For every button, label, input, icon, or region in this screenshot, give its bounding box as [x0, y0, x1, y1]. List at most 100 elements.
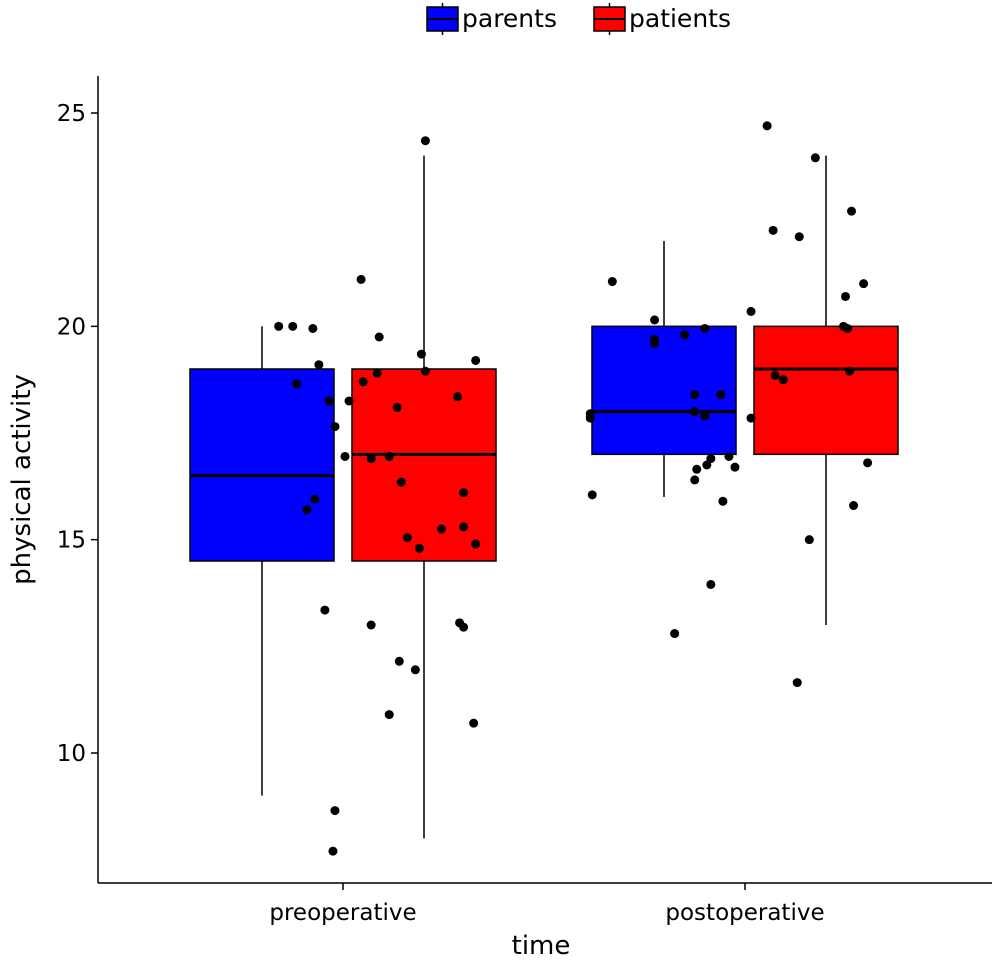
- y-tick-label: 25: [57, 101, 86, 127]
- data-point: [746, 306, 756, 316]
- data-point: [650, 315, 660, 325]
- data-point: [762, 121, 772, 131]
- data-point: [680, 330, 690, 340]
- data-point: [670, 629, 680, 639]
- box-parents-postoperative: [591, 241, 737, 497]
- axes: 10 15 20 25 preoperative postoperative: [57, 76, 992, 926]
- data-point: [308, 323, 318, 333]
- legend-label: parents: [462, 4, 557, 33]
- data-point: [847, 206, 857, 216]
- data-point: [459, 522, 469, 532]
- data-point: [700, 323, 710, 333]
- data-point: [690, 390, 700, 400]
- data-point: [471, 539, 481, 549]
- data-point: [770, 370, 780, 380]
- box-iqr: [591, 325, 737, 456]
- data-point: [358, 377, 368, 387]
- box-patients-preoperative: [351, 155, 497, 839]
- data-point: [384, 451, 394, 461]
- data-point: [374, 332, 384, 342]
- data-point: [845, 366, 855, 376]
- data-point: [778, 375, 788, 385]
- data-point: [804, 535, 814, 545]
- legend-label: patients: [629, 4, 731, 33]
- x-tick-label: postoperative: [665, 900, 824, 926]
- data-point: [314, 360, 324, 370]
- data-point: [340, 451, 350, 461]
- y-tick-label: 10: [57, 741, 86, 767]
- data-point: [692, 464, 702, 474]
- data-point: [706, 579, 716, 589]
- data-point: [288, 321, 298, 331]
- data-point: [330, 806, 340, 816]
- box-iqr: [753, 325, 899, 456]
- data-point: [320, 605, 330, 615]
- data-point: [366, 454, 376, 464]
- data-point: [392, 402, 402, 412]
- box-patients-postoperative: [753, 155, 899, 625]
- data-point: [690, 475, 700, 485]
- data-point: [718, 496, 728, 506]
- data-point: [394, 656, 404, 666]
- data-point: [650, 338, 660, 348]
- data-point: [746, 413, 756, 423]
- data-point: [843, 323, 853, 333]
- box-iqr: [189, 368, 335, 562]
- legend-item-patients: patients: [593, 3, 731, 35]
- data-point: [585, 413, 595, 423]
- data-point: [459, 488, 469, 498]
- data-point: [690, 407, 700, 417]
- legend: parents patients: [426, 3, 731, 35]
- data-point: [453, 392, 463, 402]
- data-point: [372, 368, 382, 378]
- data-point: [810, 153, 820, 163]
- data-point: [416, 349, 426, 359]
- data-point: [344, 396, 354, 406]
- y-tick-label: 20: [57, 314, 86, 340]
- data-point: [356, 274, 366, 284]
- data-point: [792, 678, 802, 688]
- y-axis-title: physical activity: [7, 374, 37, 585]
- data-point: [328, 846, 338, 856]
- data-point: [410, 665, 420, 675]
- y-tick-label: 15: [57, 528, 86, 554]
- data-point: [471, 355, 481, 365]
- data-point: [706, 454, 716, 464]
- data-point: [420, 136, 430, 146]
- data-point: [420, 366, 430, 376]
- x-tick-label: preoperative: [269, 900, 416, 926]
- data-point: [310, 494, 320, 504]
- data-point: [274, 321, 284, 331]
- data-point: [716, 390, 726, 400]
- box-parents-preoperative: [189, 326, 335, 796]
- data-point: [859, 279, 869, 289]
- y-ticks: 10 15 20 25: [57, 101, 98, 767]
- data-point: [587, 490, 597, 500]
- data-point: [292, 379, 302, 389]
- data-point: [849, 501, 859, 511]
- data-point: [768, 225, 778, 235]
- x-axis-title: time: [512, 931, 571, 961]
- data-point: [396, 477, 406, 487]
- data-point: [366, 620, 376, 630]
- data-point: [436, 524, 446, 534]
- legend-item-parents: parents: [426, 3, 557, 35]
- data-point: [324, 396, 334, 406]
- data-point: [841, 291, 850, 301]
- plot-area: [189, 121, 899, 856]
- data-point: [459, 622, 469, 632]
- data-point: [794, 232, 804, 242]
- data-point: [384, 710, 394, 720]
- data-point: [414, 543, 424, 553]
- data-point: [330, 422, 340, 432]
- data-point: [700, 411, 710, 421]
- box-iqr: [351, 368, 497, 562]
- data-point: [724, 451, 734, 461]
- data-point: [402, 533, 412, 543]
- data-point: [469, 718, 479, 728]
- data-point: [607, 277, 617, 287]
- data-point: [302, 505, 312, 515]
- data-point: [730, 462, 740, 472]
- data-point: [863, 458, 873, 468]
